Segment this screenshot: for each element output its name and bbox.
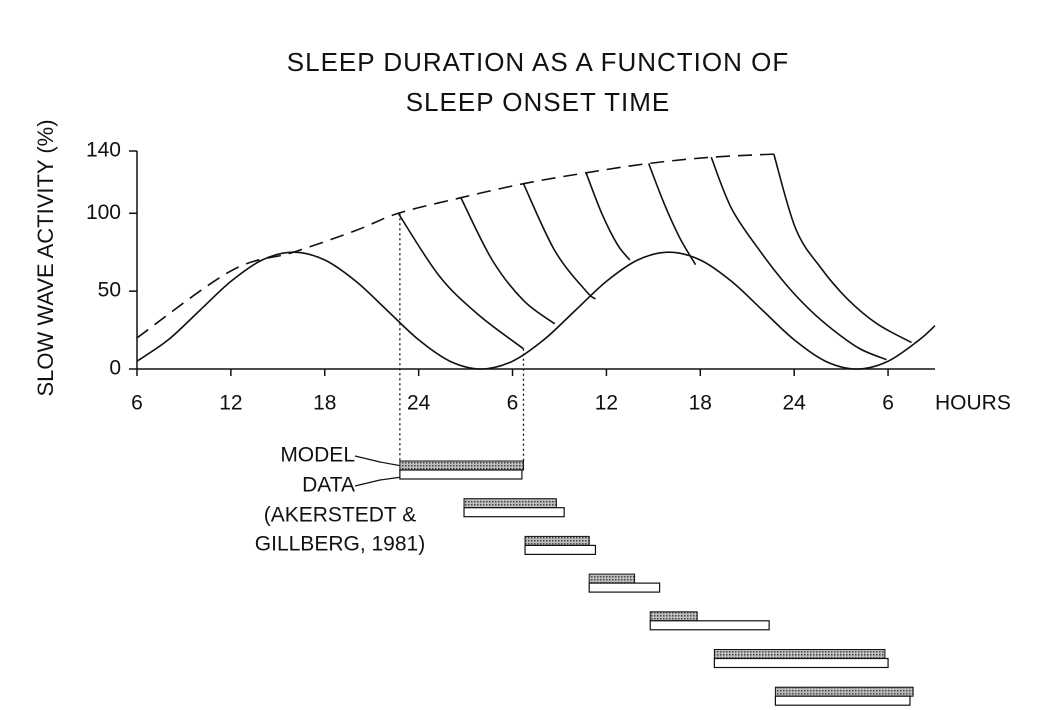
annotation: (AKERSTEDT & xyxy=(264,504,416,527)
model-bar xyxy=(399,460,524,471)
x-tick-label: 6 xyxy=(131,392,143,415)
line xyxy=(585,172,631,261)
x-tick-label: 12 xyxy=(219,392,242,415)
data-bar xyxy=(588,582,661,593)
chart-title: SLEEP ONSET TIME xyxy=(406,87,671,117)
line xyxy=(522,183,596,300)
line xyxy=(460,197,556,325)
model-bar xyxy=(588,573,636,584)
y-tick-label: 0 xyxy=(109,357,121,380)
model-bar xyxy=(524,535,590,546)
x-tick-label: 18 xyxy=(689,392,712,415)
x-tick-label: 24 xyxy=(407,392,431,415)
model-bar xyxy=(713,649,886,659)
data-bar xyxy=(463,507,565,518)
x-tick-label: 6 xyxy=(507,392,519,415)
chart-title: SLEEP DURATION AS A FUNCTION OF xyxy=(287,47,789,77)
line xyxy=(773,153,912,344)
data-bar xyxy=(649,620,770,631)
data-bar xyxy=(399,469,523,480)
data-bar xyxy=(524,544,597,556)
x-tick-label: 24 xyxy=(782,392,806,415)
x-tick-label: 12 xyxy=(595,392,618,415)
line xyxy=(136,251,936,370)
y-tick-label: 50 xyxy=(98,279,121,302)
x-tick-label: 18 xyxy=(313,392,336,415)
leader-line xyxy=(354,476,403,487)
line xyxy=(136,153,774,339)
annotation: GILLBERG, 1981) xyxy=(255,533,425,556)
line xyxy=(647,163,697,266)
y-tick-label: 100 xyxy=(86,201,121,224)
model-bar xyxy=(649,611,698,622)
model-bar xyxy=(774,686,914,697)
model-bar xyxy=(463,498,557,509)
annotation: MODEL xyxy=(280,444,355,467)
y-tick-label: 140 xyxy=(86,139,121,162)
y-axis-label: SLOW WAVE ACTIVITY (%) xyxy=(33,119,58,396)
leader-line xyxy=(354,455,403,467)
line xyxy=(710,156,887,361)
line xyxy=(397,212,524,350)
data-bar xyxy=(774,695,911,706)
x-axis-label: HOURS xyxy=(935,392,1011,415)
x-tick-label: 6 xyxy=(882,392,894,415)
data-bar xyxy=(713,657,889,669)
annotation: DATA xyxy=(302,474,355,497)
